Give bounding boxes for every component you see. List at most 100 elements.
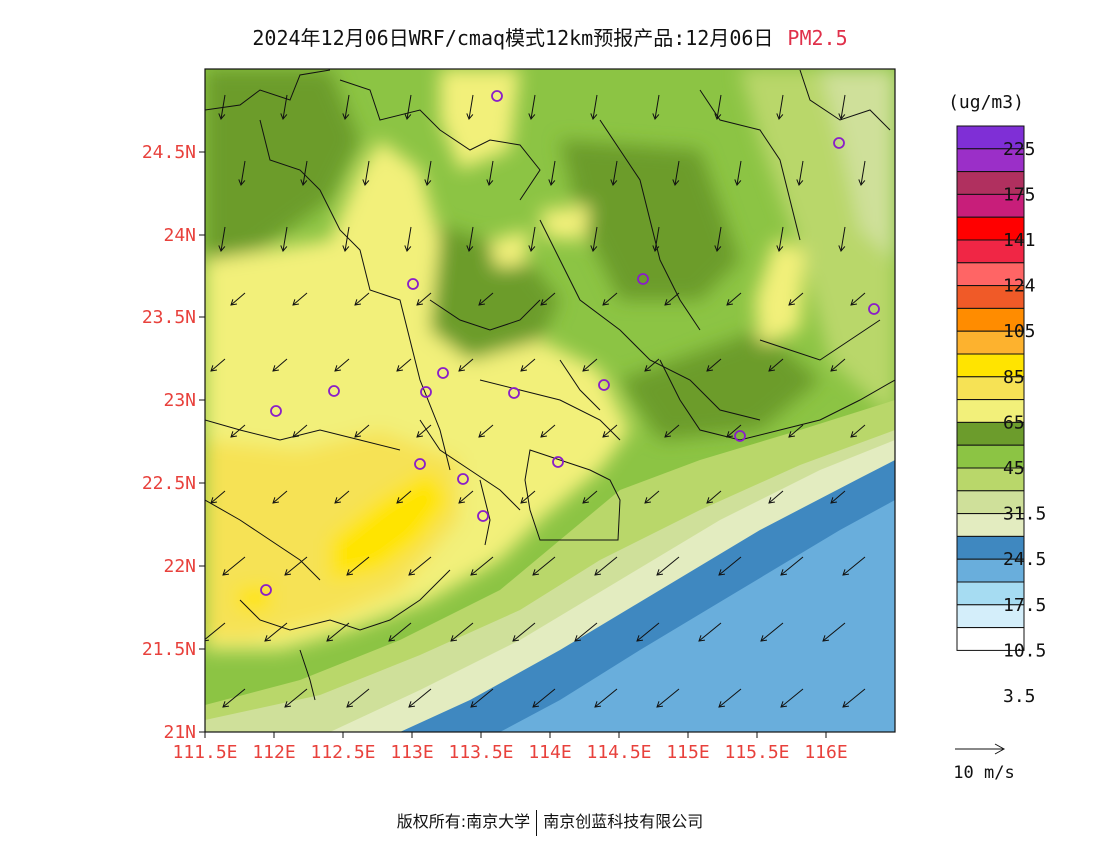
wind-arrow [220, 226, 226, 252]
wind-arrow-head [582, 497, 590, 504]
wind-arrow-head [512, 635, 520, 642]
wind-arrow-head [796, 179, 804, 186]
station-marker [491, 90, 503, 102]
wind-arrow-head [590, 245, 598, 252]
wind-arrow-head [850, 299, 858, 306]
wind-arrow-head [362, 179, 370, 186]
copyright: 版权所有:南京大学 南京创蓝科技有限公司 [0, 808, 1100, 836]
copyright-left: 版权所有:南京大学 [396, 812, 531, 831]
colorbar-label: 24.5 [1003, 549, 1046, 570]
wind-arrow-head [726, 299, 734, 306]
wind-arrow [468, 226, 474, 252]
wind-arrow-head [230, 299, 237, 306]
wind-arrow [798, 160, 804, 186]
colorbar-swatch [956, 627, 1025, 651]
wind-arrow-head [342, 113, 350, 120]
wind-arrow-head [656, 701, 664, 708]
wind-arrow [344, 226, 350, 252]
lat-label: 24N [163, 225, 196, 246]
lon-label: 111.5E [172, 742, 237, 763]
wind-arrow [520, 490, 536, 504]
wind-arrow-head [532, 701, 540, 708]
wind-arrow-head [230, 431, 237, 438]
wind-arrow [654, 94, 660, 120]
wind-arrow [594, 688, 618, 708]
wind-arrow [716, 226, 722, 252]
wind-arrow-head [424, 179, 432, 186]
wind-arrow [416, 424, 432, 438]
wind-arrow [860, 160, 866, 186]
wind-arrow [222, 556, 246, 576]
wind-arrow-head [396, 497, 404, 504]
wind-arrow-head [706, 497, 714, 504]
wind-arrow [778, 226, 784, 252]
wind-arrow-head [354, 431, 362, 438]
wind-arrow-head [780, 701, 788, 708]
wind-arrow-head [292, 299, 300, 306]
wind-arrow [842, 688, 866, 708]
wind-arrow [822, 622, 846, 642]
wind-arrow-head [222, 569, 230, 576]
station-marker [420, 386, 432, 398]
wind-arrow [334, 490, 350, 504]
wind-arrow [364, 160, 370, 186]
wind-arrow [830, 358, 846, 372]
lat-label: 21.5N [142, 639, 196, 660]
wind-scale: 10 m/s [953, 743, 1015, 783]
map-title: 2024年12月06日WRF/cmaq模式12km预报产品:12月06日 PM2.… [0, 22, 1100, 51]
colorbar-label: 45 [1003, 458, 1025, 479]
lon-label: 112.5E [310, 742, 375, 763]
wind-arrow [840, 226, 846, 252]
wind-arrow [230, 292, 246, 306]
station-marker [437, 367, 449, 379]
wind-arrow [540, 424, 556, 438]
wind-arrow [706, 490, 722, 504]
wind-arrow [716, 94, 722, 120]
station-marker [868, 303, 880, 315]
wind-arrow [582, 358, 598, 372]
colorbar-label: 124 [1003, 276, 1036, 297]
wind-arrow [264, 622, 288, 642]
wind-arrow-head [416, 299, 424, 306]
wind-arrow-head [714, 113, 722, 120]
wind-arrow-head [664, 431, 672, 438]
wind-arrow [674, 160, 680, 186]
wind-arrow [726, 292, 742, 306]
station-marker [270, 405, 282, 417]
wind-arrow-head [408, 701, 416, 708]
wind-arrow [512, 622, 536, 642]
wind-arrow [636, 622, 660, 642]
wind-arrow [768, 358, 784, 372]
wind-arrow-head [280, 113, 288, 120]
colorbar [956, 125, 1025, 651]
wind-arrow-head [830, 497, 838, 504]
wind-arrow-head [334, 365, 342, 372]
wind-arrow [530, 94, 536, 120]
station-marker [552, 456, 564, 468]
wind-arrow-head [636, 635, 644, 642]
colorbar-label: 3.5 [1003, 686, 1036, 707]
wind-arrow [780, 556, 804, 576]
wind-arrow-head [284, 569, 292, 576]
wind-arrow-head [594, 569, 602, 576]
wind-arrow [230, 424, 246, 438]
wind-arrow [458, 358, 474, 372]
wind-arrow [272, 358, 288, 372]
lon-label: 115E [666, 742, 709, 763]
wind-arrow-head [280, 245, 288, 252]
wind-arrow [396, 490, 412, 504]
station-marker [734, 430, 746, 442]
wind-arrow [408, 556, 432, 576]
lat-label: 24.5N [142, 142, 196, 163]
wind-arrow [284, 688, 308, 708]
wind-arrow-head [342, 245, 350, 252]
wind-arrow-head [706, 365, 714, 372]
wind-arrow-head [644, 365, 652, 372]
wind-arrow [284, 556, 308, 576]
wind-arrow-head [292, 431, 300, 438]
wind-arrow-head [404, 245, 412, 252]
wind-arrow-head [222, 701, 230, 708]
wind-arrow [574, 622, 598, 642]
wind-arrow [396, 358, 412, 372]
wind-arrow-head [218, 245, 226, 252]
